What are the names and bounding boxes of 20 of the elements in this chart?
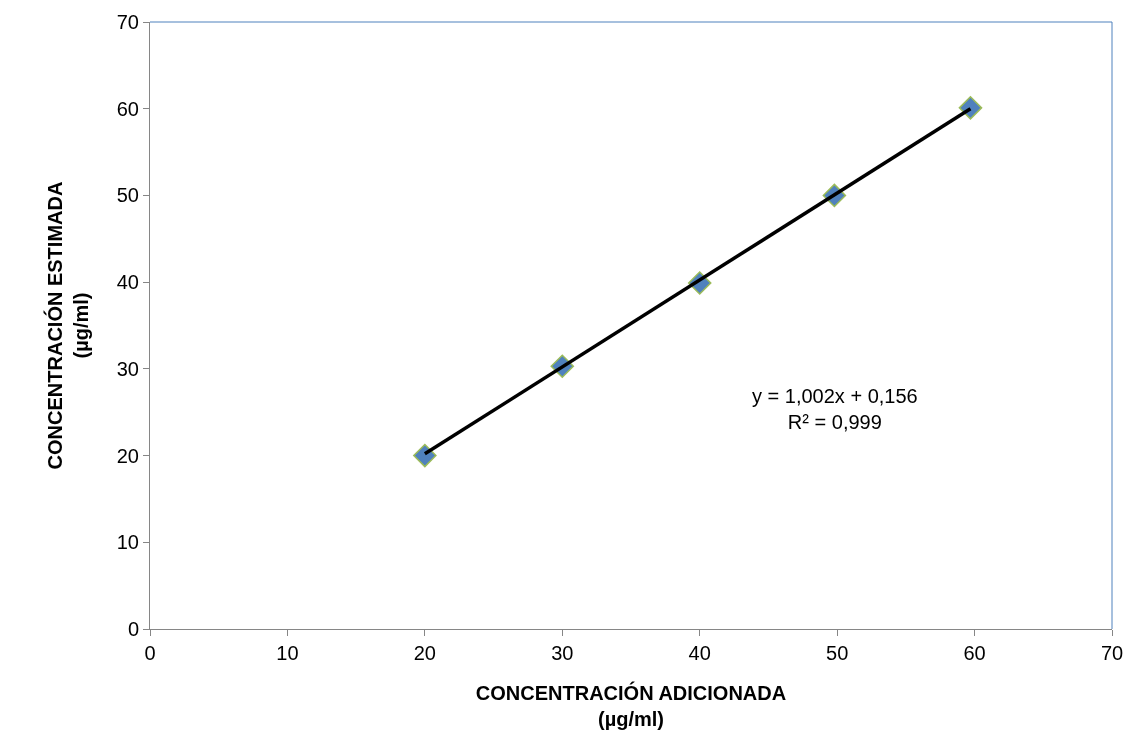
y-tick-label: 60 (116, 97, 139, 120)
y-tick-label: 10 (116, 531, 139, 554)
x-tick-label: 10 (276, 642, 299, 664)
annotation: y = 1,002x + 0,156 R² = 0,999 (752, 385, 918, 433)
x-tick-label: 50 (826, 642, 849, 664)
point (413, 443, 437, 468)
x-tick-label: 60 (963, 642, 986, 664)
x-tick-label: 30 (551, 642, 574, 664)
y-tick-label: 40 (116, 271, 139, 294)
y-tick-label: 70 (116, 11, 139, 33)
y-axis-title: CONCENTRACIÓN ESTIMADA (µg/ml) (43, 181, 93, 470)
y-tick-label: 20 (116, 444, 139, 467)
y-tick-label: 50 (116, 184, 139, 207)
x-tick-label: 0 (144, 642, 156, 664)
x-tick-label: 40 (688, 642, 711, 664)
y-tick-label: 30 (116, 357, 139, 380)
y-tick-label: 0 (127, 618, 139, 640)
x-tick-label: 20 (413, 642, 436, 664)
x-axis-title: CONCENTRACIÓN ADICIONADA (µg/ml) (475, 680, 787, 730)
x-tick-label: 70 (1100, 642, 1124, 664)
